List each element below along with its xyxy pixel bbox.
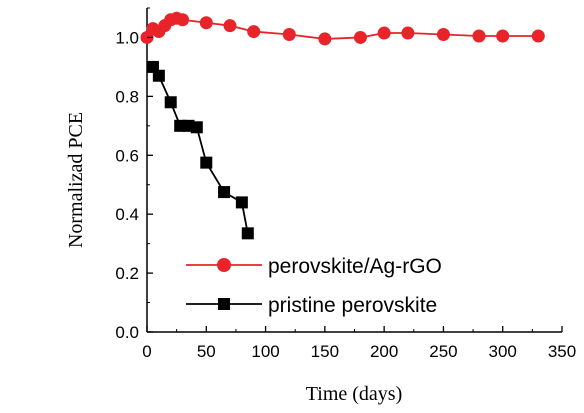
legend-item-1: pristine perovskite: [186, 294, 437, 317]
data-point: [235, 196, 248, 209]
data-point: [164, 96, 177, 109]
y-tick-label: 0.8: [115, 87, 139, 106]
data-point: [496, 29, 510, 43]
data-point: [223, 19, 237, 33]
x-tick-label: 200: [370, 342, 398, 361]
data-point: [377, 26, 391, 40]
data-point: [200, 156, 213, 169]
data-point: [531, 29, 545, 43]
data-point: [282, 28, 296, 42]
plot-marks: [140, 11, 545, 240]
data-point: [247, 25, 261, 39]
axis-ticks: 0 50 100 150 200 250 300 350 0.0 0.2 0.4 0.6 0.8 1.0: [115, 7, 576, 361]
data-point: [241, 227, 254, 240]
y-axis-title: Normalizad PCE: [65, 112, 87, 248]
series-line: [152, 66, 249, 234]
data-point: [318, 32, 332, 46]
y-tick-label: 0.0: [115, 323, 139, 342]
data-point: [436, 28, 450, 42]
data-point: [146, 60, 159, 73]
data-point: [190, 121, 203, 134]
x-tick-label: 50: [197, 342, 216, 361]
data-point: [174, 119, 187, 132]
data-point: [199, 16, 213, 30]
data-point: [176, 13, 190, 27]
y-tick-label: 1.0: [115, 28, 139, 47]
x-tick-label: 100: [251, 342, 279, 361]
y-tick-label: 0.2: [115, 264, 139, 283]
legend: perovskite/Ag-rGO pristine perovskite: [186, 255, 442, 317]
legend-label: perovskite/Ag-rGO: [268, 255, 442, 278]
data-point: [401, 26, 415, 40]
x-tick-label: 300: [489, 342, 517, 361]
data-point: [472, 29, 486, 43]
legend-item-0: perovskite/Ag-rGO: [186, 255, 442, 278]
series-0: [140, 11, 545, 46]
x-tick-label: 150: [311, 342, 339, 361]
x-axis-title: Time (days): [306, 383, 402, 405]
data-point: [152, 69, 165, 82]
y-tick-label: 0.4: [115, 205, 139, 224]
legend-marker: [218, 298, 230, 310]
data-point: [353, 30, 367, 44]
legend-label: pristine perovskite: [268, 294, 437, 317]
series-1: [146, 60, 254, 240]
x-tick-label: 0: [142, 342, 151, 361]
x-tick-label: 250: [429, 342, 457, 361]
x-tick-label: 350: [548, 342, 576, 361]
legend-marker: [217, 258, 231, 272]
plot-axes: [146, 8, 562, 333]
data-point: [182, 119, 195, 132]
y-tick-label: 0.6: [115, 146, 139, 165]
data-point: [218, 186, 231, 199]
